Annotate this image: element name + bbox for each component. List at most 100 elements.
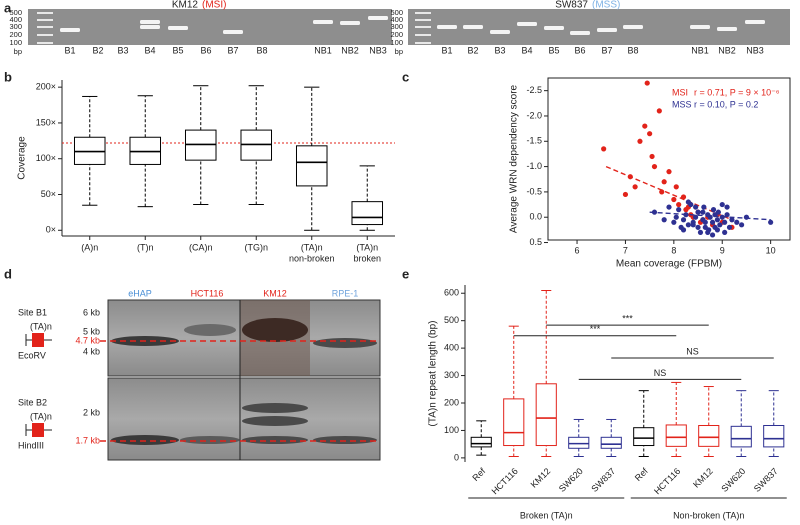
- ladder-label: 400: [9, 15, 22, 24]
- gel: [28, 9, 392, 45]
- box: [665, 424, 687, 447]
- point: [726, 224, 733, 230]
- gel-subtitle: (MSS): [592, 0, 620, 11]
- lane-label: NB3: [746, 45, 764, 55]
- y-tick-label: 400: [444, 342, 459, 352]
- y-axis-label: Average WRN dependency score: [509, 84, 520, 233]
- x-tick-label: KM12: [691, 466, 715, 490]
- significance-label: NS: [654, 368, 667, 378]
- ladder-band: [415, 42, 431, 44]
- ladder-label: 200: [9, 30, 22, 39]
- gel-band: [544, 26, 564, 30]
- point: [729, 217, 735, 223]
- y-tick-label: 50×: [41, 189, 56, 199]
- lane-label: NB1: [314, 45, 332, 55]
- y-tick-label: -1.0: [526, 161, 542, 171]
- x-tick-label: (CA)n: [189, 242, 213, 252]
- gel-band: [140, 25, 160, 29]
- point: [695, 209, 701, 215]
- x-tick-label: KM12: [529, 466, 553, 490]
- repeat-label: (TA)n: [30, 411, 52, 421]
- lane-label: B4: [144, 45, 155, 55]
- ladder-label: 500: [9, 8, 22, 17]
- ladder-band: [415, 26, 431, 28]
- point: [693, 214, 699, 220]
- point: [702, 224, 708, 230]
- lane-label: B5: [172, 45, 183, 55]
- y-tick-label: 150×: [36, 117, 56, 127]
- blot-band: [313, 338, 377, 348]
- x-tick-label: 6: [575, 245, 580, 255]
- y-tick-label: 100: [444, 425, 459, 435]
- gel-title: SW837: [555, 0, 588, 11]
- panel-label: d: [4, 266, 12, 281]
- x-tick-label: SW837: [589, 466, 617, 494]
- point: [601, 146, 607, 152]
- blot-band: [242, 436, 308, 444]
- x-tick-label: (T)n: [137, 242, 154, 252]
- gel-title: KM12: [172, 0, 199, 11]
- blot-lane-label: eHAP: [128, 288, 152, 298]
- ladder-label: 100: [390, 38, 403, 47]
- gel-subtitle: (MSI): [202, 0, 226, 11]
- legend-stat: r = 0.10, P = 0.2: [694, 99, 758, 109]
- y-tick-label: 600: [444, 288, 459, 298]
- x-tick-label: Ref: [633, 466, 650, 483]
- point: [651, 163, 658, 170]
- x-tick-label: (TG)n: [245, 242, 269, 252]
- ladder-band: [37, 19, 53, 21]
- blot-band: [184, 324, 236, 336]
- y-axis-label: Coverage: [17, 136, 28, 180]
- gel-band: [745, 20, 765, 24]
- point: [724, 204, 730, 210]
- y-tick-label: 0.0: [529, 212, 542, 222]
- size-marker: 6 kb: [83, 307, 100, 317]
- point: [719, 201, 725, 208]
- point: [671, 196, 677, 203]
- fit-line: [649, 211, 771, 221]
- point: [685, 199, 691, 205]
- lane-label: B6: [574, 45, 585, 55]
- x-tick-label: 10: [766, 245, 776, 255]
- gel-band: [690, 25, 710, 29]
- point: [671, 219, 677, 225]
- point: [622, 191, 629, 198]
- x-tick-label: broken: [353, 253, 381, 263]
- box: [698, 425, 720, 447]
- point: [649, 153, 655, 160]
- point: [644, 80, 650, 86]
- fit-line: [605, 165, 733, 221]
- blot-band: [242, 403, 308, 413]
- ladder-label: 300: [9, 22, 22, 31]
- plot-frame: [547, 77, 791, 241]
- point: [676, 201, 682, 208]
- ladder-unit: bp: [395, 47, 403, 56]
- ladder-unit: bp: [14, 47, 22, 56]
- lane-label: B3: [494, 45, 505, 55]
- gel-band: [463, 25, 483, 29]
- point: [709, 219, 716, 225]
- blot-band: [313, 436, 377, 444]
- gel-band: [570, 31, 590, 35]
- site-label: Site B2: [18, 397, 47, 407]
- ladder-label: 400: [390, 15, 403, 24]
- gel-band: [313, 20, 333, 24]
- lane-label: B4: [521, 45, 532, 55]
- lane-label: B7: [227, 45, 238, 55]
- point: [661, 217, 667, 223]
- point: [690, 222, 696, 228]
- group-label: Non-broken (TA)n: [673, 510, 744, 520]
- point: [724, 212, 730, 218]
- ladder-band: [37, 34, 53, 36]
- box: [763, 425, 785, 448]
- ladder-band: [415, 12, 431, 14]
- ladder-band: [37, 12, 53, 14]
- point: [642, 123, 648, 129]
- enzyme-label: EcoRV: [18, 350, 46, 360]
- repeat-box: [32, 333, 44, 347]
- box: [535, 383, 557, 447]
- x-axis-label: Mean coverage (FPBM): [616, 259, 722, 270]
- y-tick-label: 500: [444, 315, 459, 325]
- point: [714, 227, 721, 233]
- point: [695, 224, 701, 230]
